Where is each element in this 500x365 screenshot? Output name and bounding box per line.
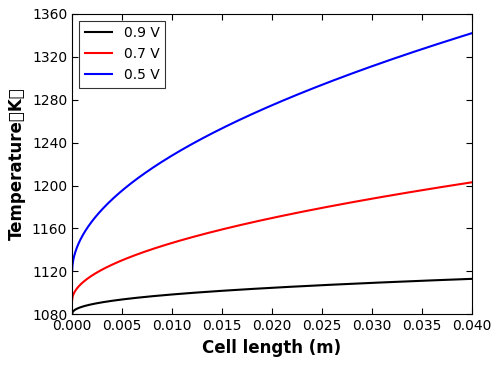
0.7 V xyxy=(231,224,237,229)
Line: 0.9 V: 0.9 V xyxy=(72,279,472,314)
0.9 V xyxy=(344,282,349,286)
0.7 V xyxy=(69,298,75,303)
0.5 V xyxy=(245,114,251,118)
0.5 V xyxy=(469,31,475,35)
X-axis label: Cell length (m): Cell length (m) xyxy=(202,339,342,357)
0.5 V xyxy=(69,269,75,273)
Y-axis label: Temperature（K）: Temperature（K） xyxy=(8,88,26,241)
0.7 V xyxy=(344,201,349,205)
0.5 V xyxy=(110,196,116,201)
0.9 V xyxy=(110,299,116,303)
Legend: 0.9 V, 0.7 V, 0.5 V: 0.9 V, 0.7 V, 0.5 V xyxy=(79,21,165,88)
Line: 0.7 V: 0.7 V xyxy=(72,182,472,300)
0.7 V xyxy=(110,262,116,266)
0.9 V xyxy=(245,287,251,291)
0.5 V xyxy=(231,120,237,125)
0.9 V xyxy=(231,288,237,292)
0.7 V xyxy=(469,180,475,184)
0.9 V xyxy=(381,280,387,285)
0.5 V xyxy=(344,73,349,78)
Line: 0.5 V: 0.5 V xyxy=(72,33,472,271)
0.7 V xyxy=(245,221,251,226)
0.5 V xyxy=(388,57,394,62)
0.7 V xyxy=(381,195,387,199)
0.9 V xyxy=(469,277,475,281)
0.5 V xyxy=(381,60,387,64)
0.9 V xyxy=(388,280,394,284)
0.7 V xyxy=(388,193,394,197)
0.9 V xyxy=(69,312,75,316)
